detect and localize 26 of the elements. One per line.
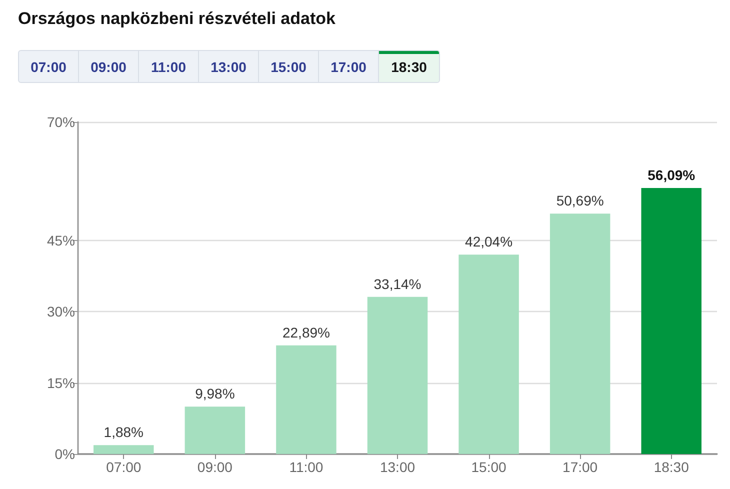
data-label: 56,09% — [648, 166, 696, 183]
tab-button[interactable]: 18:30 — [379, 51, 439, 82]
tab-button[interactable]: 13:00 — [199, 51, 259, 82]
y-tick-label: 45% — [46, 232, 75, 249]
data-label: 42,04% — [465, 234, 513, 250]
x-tick-label: 15:00 — [471, 459, 507, 475]
data-label: 22,89% — [282, 324, 330, 340]
x-tick-label: 07:00 — [106, 459, 142, 475]
x-tick-label: 18:30 — [654, 459, 690, 475]
tab-button[interactable]: 11:00 — [139, 51, 199, 82]
data-label: 33,14% — [374, 276, 422, 292]
x-tick-label: 17:00 — [562, 459, 598, 475]
tab-button[interactable]: 15:00 — [259, 51, 319, 82]
x-tick-label: 11:00 — [289, 459, 324, 475]
y-tick-label: 15% — [46, 374, 75, 391]
data-label: 50,69% — [556, 192, 604, 209]
chart-title: Országos napközbeni részvételi adatok — [18, 9, 336, 29]
data-label: 9,98% — [195, 386, 235, 402]
tab-button[interactable]: 09:00 — [79, 51, 139, 82]
tab-button[interactable]: 07:00 — [19, 51, 79, 82]
y-tick-label: 0% — [54, 446, 75, 462]
x-tick-label: 09:00 — [197, 459, 233, 475]
x-tick-label: 13:00 — [380, 459, 416, 475]
data-label: 1,88% — [104, 424, 144, 440]
y-tick-label: 30% — [46, 304, 75, 320]
y-tick-label: 70% — [46, 114, 75, 130]
